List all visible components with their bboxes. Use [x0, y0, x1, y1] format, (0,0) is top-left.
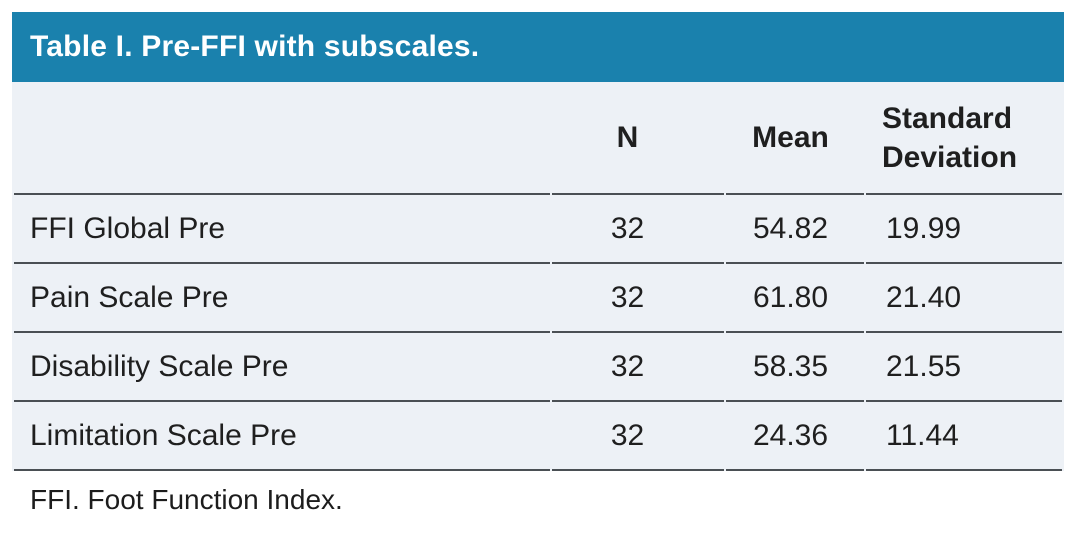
table-title-bar: Table I. Pre-FFI with subscales. — [12, 12, 1064, 82]
table-row: Disability Scale Pre 32 58.35 21.55 — [14, 333, 1062, 402]
table-row: Limitation Scale Pre 32 24.36 11.44 — [14, 402, 1062, 471]
cell-mean: 61.80 — [726, 264, 864, 333]
table-footnote: FFI. Foot Function Index. — [30, 484, 343, 515]
header-cell-n: N — [552, 82, 724, 195]
table-row: FFI Global Pre 32 54.82 19.99 — [14, 195, 1062, 264]
row-label: Disability Scale Pre — [14, 333, 550, 402]
header-cell-mean: Mean — [726, 82, 864, 195]
cell-standard-deviation: 21.40 — [866, 264, 1062, 333]
cell-n: 32 — [552, 333, 724, 402]
row-label: FFI Global Pre — [14, 195, 550, 264]
cell-n: 32 — [552, 195, 724, 264]
header-cell-standard-deviation: Standard Deviation — [866, 82, 1062, 195]
header-row: N Mean Standard Deviation — [14, 82, 1062, 195]
cell-mean: 54.82 — [726, 195, 864, 264]
statistics-table: N Mean Standard Deviation FFI Global Pre… — [12, 82, 1064, 471]
cell-n: 32 — [552, 402, 724, 471]
cell-standard-deviation: 21.55 — [866, 333, 1062, 402]
table-row: Pain Scale Pre 32 61.80 21.40 — [14, 264, 1062, 333]
cell-n: 32 — [552, 264, 724, 333]
cell-standard-deviation: 19.99 — [866, 195, 1062, 264]
cell-mean: 58.35 — [726, 333, 864, 402]
table-title: Table I. Pre-FFI with subscales. — [30, 30, 480, 63]
cell-mean: 24.36 — [726, 402, 864, 471]
row-label: Limitation Scale Pre — [14, 402, 550, 471]
row-label: Pain Scale Pre — [14, 264, 550, 333]
cell-standard-deviation: 11.44 — [866, 402, 1062, 471]
header-cell-blank — [14, 82, 550, 195]
